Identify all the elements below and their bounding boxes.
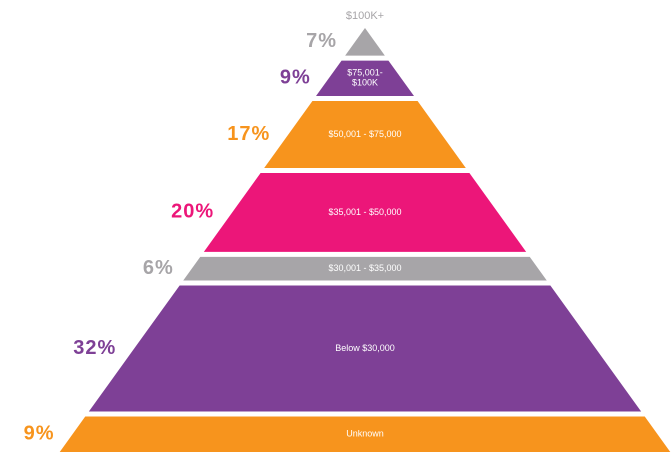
category-label: $100K+ — [346, 10, 384, 22]
category-label: $50,001 - $75,000 — [328, 129, 401, 139]
pyramid-layer — [316, 60, 414, 97]
value-label: 6% — [143, 257, 174, 279]
pyramid-layer — [183, 256, 547, 281]
category-label: $35,001 - $50,000 — [328, 207, 401, 217]
category-label-line: $75,001- — [347, 68, 383, 78]
category-label: $30,001 - $35,000 — [328, 263, 401, 273]
pyramid-layer — [264, 101, 466, 169]
pyramid-layer — [59, 416, 671, 452]
category-label-line: $100K — [352, 78, 378, 88]
value-label: 17% — [227, 123, 270, 145]
value-label: 32% — [73, 337, 116, 359]
category-label: Below $30,000 — [335, 343, 395, 353]
category-label: Unknown — [346, 429, 384, 439]
value-label: 9% — [280, 67, 311, 89]
value-label: 20% — [171, 201, 214, 223]
pyramid-layer — [88, 285, 642, 412]
pyramid-layer — [345, 28, 385, 56]
value-label: 7% — [306, 30, 337, 52]
value-label: 9% — [24, 423, 55, 445]
pyramid-layer — [203, 173, 527, 252]
category-label: $75,001-$100K — [347, 68, 383, 88]
